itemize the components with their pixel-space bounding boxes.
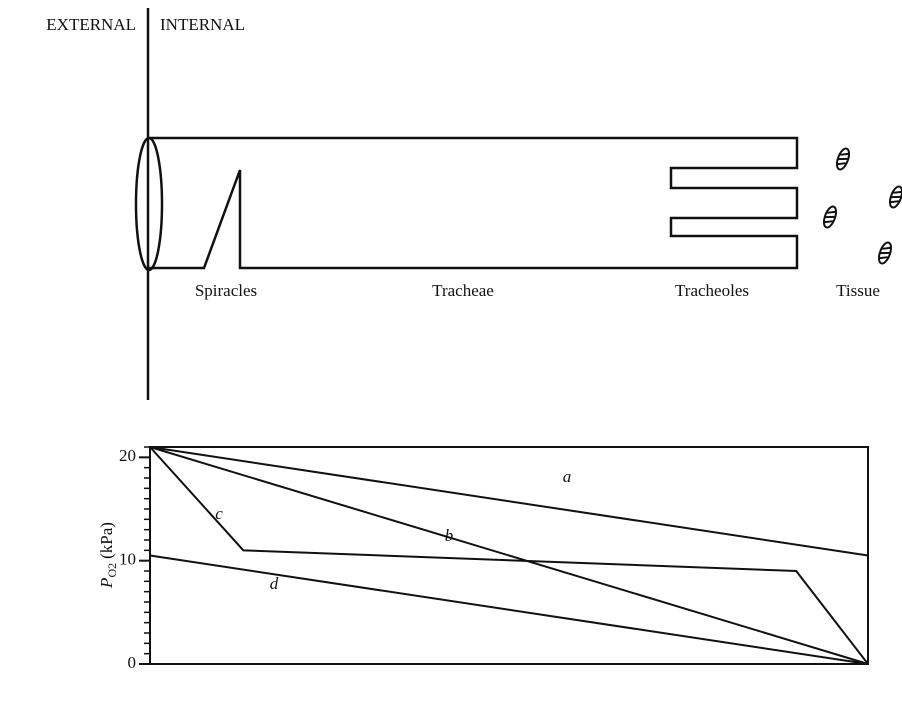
series-line (149, 446, 869, 665)
series-label: b (445, 526, 454, 545)
y-label-subscript: O2 (105, 563, 119, 578)
tracheoles-label: Tracheoles (675, 281, 749, 300)
series-label: a (563, 467, 572, 486)
external-label: EXTERNAL (46, 15, 136, 34)
y-tick-label: 10 (119, 550, 136, 569)
tissue-label: Tissue (836, 281, 880, 300)
series-label: d (270, 574, 279, 593)
diagram: EXTERNAL INTERNAL Spiracles Tracheae Tra… (46, 8, 902, 400)
series-line (149, 446, 869, 665)
trachea-tube (149, 136, 799, 270)
tissue-cells (822, 147, 902, 265)
tracheae-label: Tracheae (432, 281, 494, 300)
y-axis-label: PO2 (kPa) (97, 522, 119, 589)
series-label: c (215, 504, 223, 523)
y-tick-label: 20 (119, 446, 136, 465)
internal-label: INTERNAL (160, 15, 245, 34)
series-line (149, 446, 869, 557)
series-line (149, 554, 869, 665)
spiracles-label: Spiracles (195, 281, 257, 300)
y-tick-label: 0 (128, 653, 137, 672)
y-label-symbol: P (97, 578, 116, 589)
y-label-unit: (kPa) (97, 522, 116, 559)
